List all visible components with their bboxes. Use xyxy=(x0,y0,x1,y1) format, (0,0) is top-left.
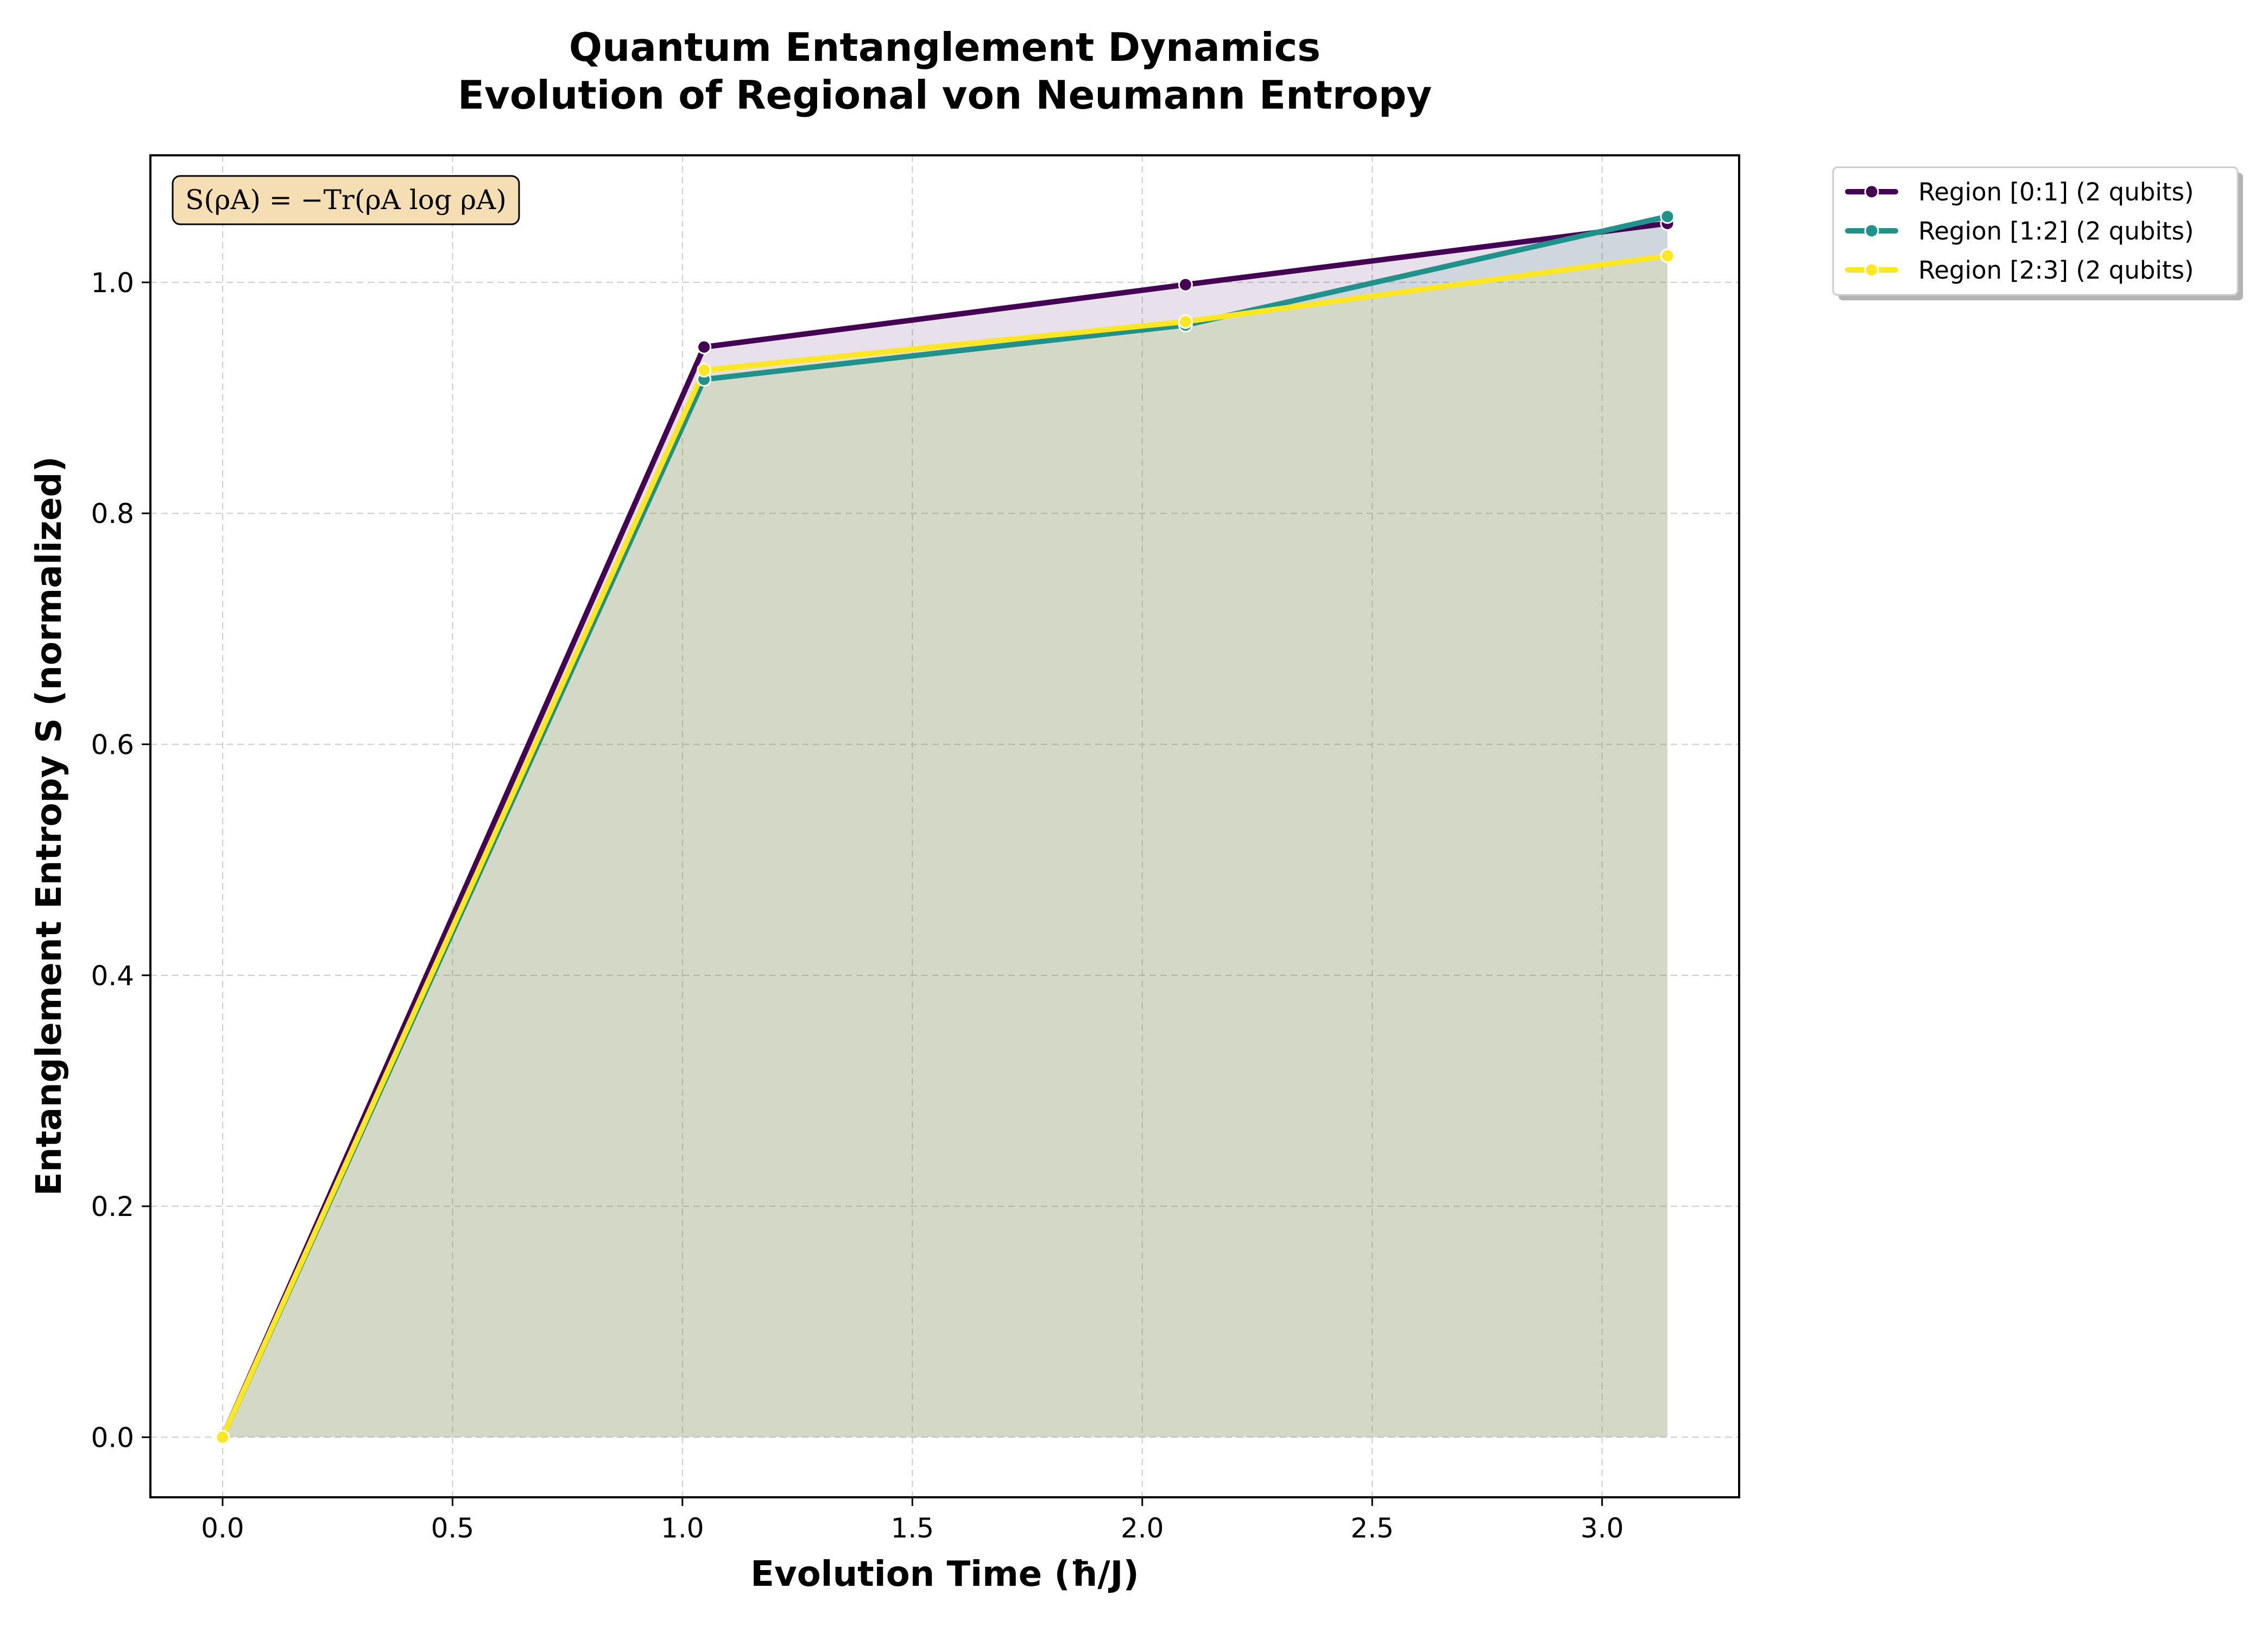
grid xyxy=(150,155,1739,1497)
x-tick-label: 2.5 xyxy=(1350,1512,1394,1544)
legend-marker-2 xyxy=(1864,223,1879,238)
formula-annotation: S(ρA) = −Tr(ρA log ρA) xyxy=(172,175,520,225)
x-tick-label: 0.5 xyxy=(431,1512,475,1544)
series-lines xyxy=(219,213,1670,1440)
series-line-3 xyxy=(219,253,1670,1440)
data-point xyxy=(1178,277,1193,292)
series-line-1 xyxy=(219,220,1670,1440)
legend-label-2: Region [1:2] (2 qubits) xyxy=(1918,217,2194,245)
legend: Region [0:1] (2 qubits) Region [1:2] (2 q… xyxy=(1832,166,2243,300)
plot-area xyxy=(150,155,1739,1497)
series-area-2 xyxy=(222,216,1667,1438)
data-point xyxy=(1178,314,1193,329)
x-tick-label: 1.0 xyxy=(661,1512,704,1544)
data-point xyxy=(1660,209,1675,224)
legend-label-1: Region [0:1] (2 qubits) xyxy=(1918,178,2194,206)
y-tick-label: 0.0 xyxy=(91,1422,134,1453)
x-tick-label: 2.0 xyxy=(1121,1512,1164,1544)
series-points xyxy=(215,209,1675,1445)
y-tick-label: 0.4 xyxy=(91,960,134,992)
data-point xyxy=(215,1429,230,1445)
x-tick-label: 3.0 xyxy=(1581,1512,1624,1544)
series-area-1 xyxy=(222,223,1667,1438)
data-point xyxy=(697,339,712,355)
y-axis: 0.0 0.2 0.4 0.6 0.8 1.0 xyxy=(91,267,150,1453)
formula-text: S(ρA) = −Tr(ρA log ρA) xyxy=(185,184,507,216)
y-tick-label: 0.2 xyxy=(91,1191,134,1222)
x-axis: 0.0 0.5 1.0 1.5 2.0 2.5 3.0 xyxy=(201,1497,1623,1544)
x-axis-label: Evolution Time (ħ/J) xyxy=(750,1554,1139,1595)
legend-marker-1 xyxy=(1864,184,1879,199)
y-tick-label: 1.0 xyxy=(91,267,134,299)
chart-subtitle: Evolution of Regional von Neumann Entrop… xyxy=(458,72,1432,118)
y-tick-label: 0.8 xyxy=(91,498,134,530)
chart-title: Quantum Entanglement Dynamics xyxy=(569,24,1321,70)
series-area-3 xyxy=(222,256,1667,1438)
data-point xyxy=(1660,248,1675,263)
area-fills xyxy=(222,216,1667,1438)
y-axis-label: Entanglement Entropy S (normalized) xyxy=(29,456,70,1196)
plot-frame xyxy=(149,154,1740,1498)
y-tick-label: 0.6 xyxy=(91,729,134,761)
data-point xyxy=(697,363,712,378)
legend-label-3: Region [2:3] (2 qubits) xyxy=(1918,256,2194,285)
x-tick-label: 1.5 xyxy=(891,1512,934,1544)
legend-marker-3 xyxy=(1864,262,1879,278)
x-tick-label: 0.0 xyxy=(201,1512,244,1544)
